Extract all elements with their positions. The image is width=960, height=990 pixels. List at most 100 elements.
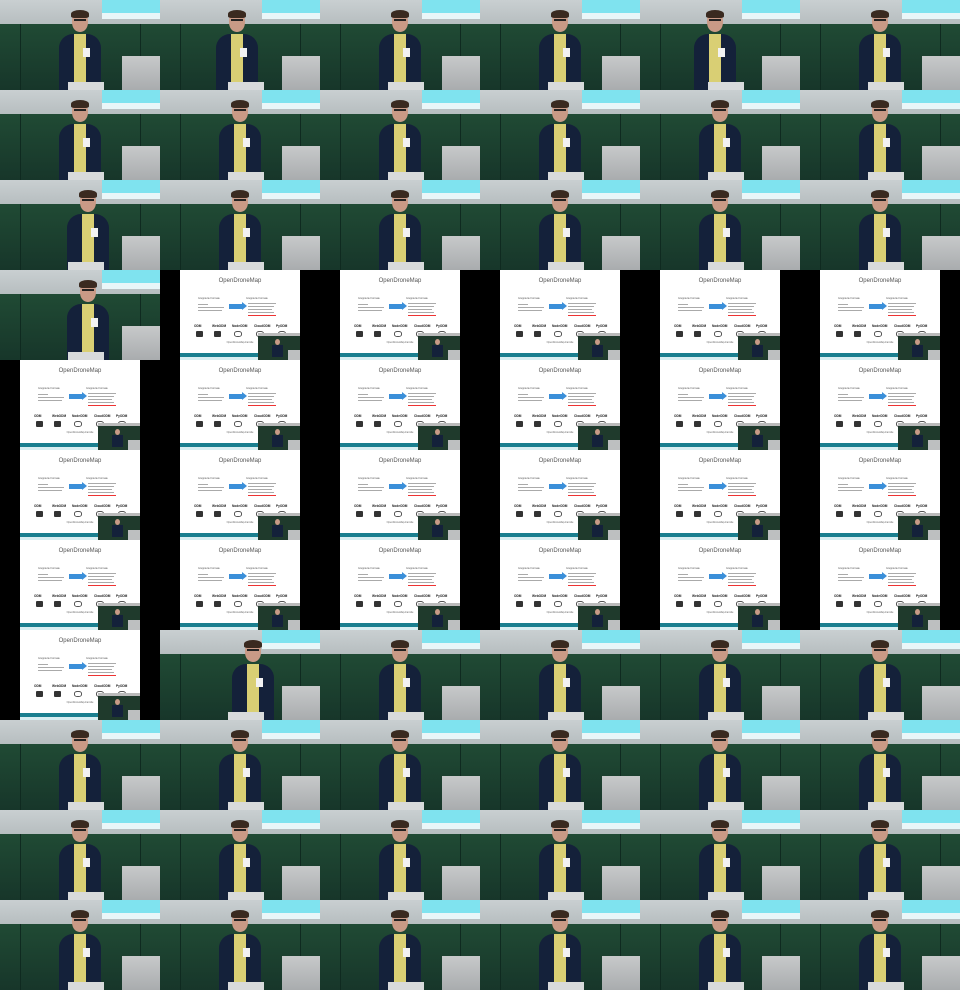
name-badge <box>883 48 890 57</box>
arrow-right-icon <box>389 572 407 580</box>
picture-in-picture-speaker <box>258 423 300 450</box>
slide-frame: OpenDroneMap Gruppierte Formate Gruppierte… <box>480 270 640 360</box>
bullet-line <box>358 304 368 305</box>
lectern-desk <box>602 776 640 810</box>
slide-title: OpenDroneMap <box>218 458 262 464</box>
slide-footer-strip <box>820 627 940 630</box>
slide-right-header: Gruppierte Formate <box>246 297 268 300</box>
slide-footer: OpenDroneMap-Familie <box>546 431 574 434</box>
pip-speaker-body <box>272 525 283 537</box>
bullet-line <box>358 394 368 395</box>
chalkboard-seam <box>500 834 501 900</box>
drone-icon <box>214 421 221 427</box>
cloud-icon <box>714 331 722 337</box>
pip-speaker-body <box>112 705 123 717</box>
pip-desk <box>288 440 300 450</box>
lectern-desk <box>602 866 640 900</box>
speaker-hair <box>243 640 262 648</box>
drone-icon <box>356 601 363 607</box>
drone-icon <box>676 331 683 337</box>
projector-screen <box>422 90 480 103</box>
glasses <box>709 19 722 21</box>
bullet-line <box>248 486 274 487</box>
bullet-line <box>248 402 274 403</box>
project-label: NodeODM <box>232 414 248 418</box>
speaker-frame <box>160 630 320 720</box>
glasses <box>714 829 726 831</box>
highlighted-bullet-line <box>88 405 116 406</box>
pip-speaker-head <box>435 339 440 345</box>
bullet-line <box>248 483 276 484</box>
speaker-hair <box>79 280 97 288</box>
slide-footer: OpenDroneMap-Familie <box>226 431 254 434</box>
bullet-line <box>518 574 528 575</box>
drone-icon <box>516 331 523 337</box>
highlighted-bullet-line <box>88 675 116 676</box>
project-label: WebODM <box>692 594 707 598</box>
pip-desk <box>768 530 780 540</box>
projector-screen-edge <box>902 823 960 829</box>
project-label: ODM <box>674 504 682 508</box>
slide-footer-strip <box>820 447 940 450</box>
slide-title: OpenDroneMap <box>58 458 102 464</box>
lectern-desk <box>922 866 960 900</box>
speaker-frame <box>480 90 640 180</box>
projector-screen <box>422 720 480 733</box>
speaker-hair <box>871 730 889 738</box>
project-label: WebODM <box>52 684 67 688</box>
project-label: WebODM <box>532 594 547 598</box>
glasses <box>74 739 86 741</box>
speaker-figure <box>697 640 743 720</box>
slide-frame: OpenDroneMap Gruppierte Formate Gruppierte… <box>640 360 800 450</box>
presentation-slide: OpenDroneMap Gruppierte Formate Gruppierte… <box>500 450 620 540</box>
slide-frame: OpenDroneMap Gruppierte Formate Gruppierte… <box>480 360 640 450</box>
pip-speaker-head <box>755 429 760 435</box>
pip-desk <box>448 350 460 360</box>
bullet-line <box>838 310 862 311</box>
project-label: CloudODM <box>414 504 431 508</box>
glasses <box>74 919 86 921</box>
bullet-line <box>248 582 274 583</box>
picture-in-picture-speaker <box>738 423 780 450</box>
bullet-line <box>248 489 272 490</box>
project-label: CloudODM <box>894 594 911 598</box>
project-label: PyODM <box>436 414 448 418</box>
laptop <box>708 172 744 180</box>
slide-title: OpenDroneMap <box>58 638 102 644</box>
slide-footer-bar <box>820 533 940 537</box>
project-label: NodeODM <box>72 594 88 598</box>
projector-screen <box>582 900 640 913</box>
slide-frame: OpenDroneMap Gruppierte Formate Gruppierte… <box>0 540 160 630</box>
project-label: ODM <box>354 504 362 508</box>
bullet-line <box>358 310 382 311</box>
bullet-line <box>888 396 914 397</box>
bullet-line <box>518 490 542 491</box>
lectern-desk <box>762 956 800 990</box>
glasses <box>554 199 566 201</box>
arrow-right-icon <box>549 392 567 400</box>
chalkboard-seam <box>340 924 341 990</box>
project-label: WebODM <box>852 324 867 328</box>
slide-footer-bar <box>820 623 940 627</box>
bullet-line <box>88 666 114 667</box>
arrow-right-icon <box>229 482 247 490</box>
slide-frame: OpenDroneMap Gruppierte Formate Gruppierte… <box>320 270 480 360</box>
slide-footer-strip <box>500 537 620 540</box>
project-label: WebODM <box>692 414 707 418</box>
lectern-desk <box>122 956 160 990</box>
projector-screen-edge <box>582 193 640 199</box>
picture-in-picture-speaker <box>418 423 460 450</box>
project-label: PyODM <box>276 594 288 598</box>
bullet-line <box>408 576 434 577</box>
slide-frame: OpenDroneMap Gruppierte Formate Gruppierte… <box>480 540 640 630</box>
project-label: WebODM <box>852 504 867 508</box>
project-label: CloudODM <box>414 414 431 418</box>
lectern-desk <box>442 56 480 90</box>
chalkboard-seam <box>20 294 21 360</box>
bullet-line <box>728 309 752 310</box>
chalkboard-seam <box>820 24 821 90</box>
speaker-hair <box>71 910 89 918</box>
lectern-desk <box>762 56 800 90</box>
lectern-desk <box>442 146 480 180</box>
slide-frame: OpenDroneMap Gruppierte Formate Gruppierte… <box>640 450 800 540</box>
